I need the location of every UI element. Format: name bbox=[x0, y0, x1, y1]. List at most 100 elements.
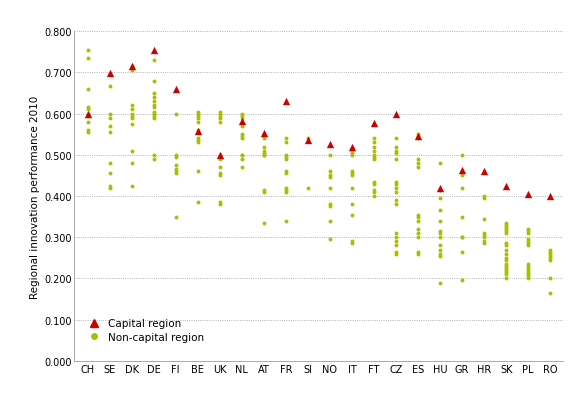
Point bbox=[458, 185, 467, 192]
Point bbox=[83, 47, 92, 54]
Point bbox=[281, 185, 291, 192]
Point bbox=[414, 230, 423, 237]
Point bbox=[215, 115, 224, 122]
Point bbox=[391, 181, 400, 187]
Point bbox=[149, 91, 158, 97]
Point bbox=[171, 162, 180, 169]
Point bbox=[458, 249, 467, 255]
Point bbox=[83, 87, 92, 93]
Point bbox=[370, 179, 379, 185]
Point bbox=[347, 241, 356, 247]
Point bbox=[83, 119, 92, 126]
Point bbox=[347, 239, 356, 245]
Point bbox=[546, 251, 555, 257]
Point bbox=[523, 271, 533, 278]
Point bbox=[414, 134, 423, 140]
Point bbox=[523, 261, 533, 267]
Point bbox=[83, 111, 92, 117]
Point bbox=[215, 156, 224, 163]
Point bbox=[281, 169, 291, 175]
Point bbox=[414, 234, 423, 241]
Point bbox=[127, 115, 136, 122]
Point bbox=[237, 136, 247, 142]
Point bbox=[149, 78, 158, 85]
Point bbox=[149, 113, 158, 119]
Point bbox=[458, 152, 467, 159]
Point bbox=[502, 243, 511, 249]
Point bbox=[435, 253, 444, 259]
Point bbox=[281, 136, 291, 142]
Point bbox=[259, 130, 268, 137]
Point bbox=[281, 189, 291, 196]
Point bbox=[237, 118, 247, 124]
Point bbox=[127, 148, 136, 154]
Point bbox=[325, 175, 335, 181]
Point bbox=[347, 212, 356, 218]
Point bbox=[193, 140, 202, 146]
Point bbox=[215, 199, 224, 206]
Point bbox=[193, 199, 202, 206]
Point bbox=[502, 183, 511, 189]
Point bbox=[215, 152, 224, 159]
Point bbox=[479, 239, 488, 245]
Point bbox=[325, 204, 335, 210]
Point bbox=[414, 160, 423, 167]
Point bbox=[83, 111, 92, 117]
Point bbox=[193, 111, 202, 117]
Point bbox=[347, 150, 356, 156]
Point bbox=[105, 185, 114, 192]
Point bbox=[546, 275, 555, 282]
Point bbox=[370, 152, 379, 159]
Point bbox=[502, 226, 511, 233]
Point bbox=[502, 263, 511, 269]
Point bbox=[523, 228, 533, 235]
Point bbox=[523, 265, 533, 271]
Point bbox=[105, 160, 114, 167]
Point bbox=[281, 218, 291, 225]
Point bbox=[414, 212, 423, 218]
Point bbox=[105, 124, 114, 130]
Point bbox=[149, 109, 158, 115]
Point bbox=[259, 150, 268, 156]
Point bbox=[259, 220, 268, 227]
Point bbox=[523, 263, 533, 269]
Point bbox=[149, 156, 158, 163]
Point bbox=[391, 249, 400, 255]
Point bbox=[259, 136, 268, 142]
Point bbox=[83, 56, 92, 62]
Point bbox=[479, 241, 488, 247]
Point bbox=[370, 187, 379, 194]
Point bbox=[502, 261, 511, 267]
Point bbox=[171, 87, 180, 93]
Point bbox=[414, 136, 423, 142]
Point bbox=[347, 173, 356, 179]
Point bbox=[391, 189, 400, 196]
Point bbox=[523, 267, 533, 274]
Point bbox=[237, 111, 247, 117]
Point bbox=[127, 103, 136, 109]
Point bbox=[193, 128, 202, 134]
Point bbox=[370, 156, 379, 163]
Point bbox=[523, 241, 533, 247]
Point bbox=[171, 169, 180, 175]
Point bbox=[435, 251, 444, 257]
Point bbox=[347, 185, 356, 192]
Point bbox=[127, 68, 136, 74]
Point bbox=[391, 148, 400, 154]
Point bbox=[149, 111, 158, 117]
Point bbox=[325, 202, 335, 208]
Point bbox=[215, 173, 224, 179]
Point bbox=[502, 269, 511, 276]
Point bbox=[502, 271, 511, 278]
Point bbox=[370, 144, 379, 150]
Point bbox=[435, 247, 444, 253]
Point bbox=[303, 138, 312, 144]
Point bbox=[391, 230, 400, 237]
Point bbox=[325, 218, 335, 225]
Point bbox=[237, 134, 247, 140]
Point bbox=[546, 290, 555, 296]
Point bbox=[523, 226, 533, 233]
Point bbox=[325, 142, 335, 148]
Point bbox=[259, 132, 268, 138]
Point bbox=[391, 202, 400, 208]
